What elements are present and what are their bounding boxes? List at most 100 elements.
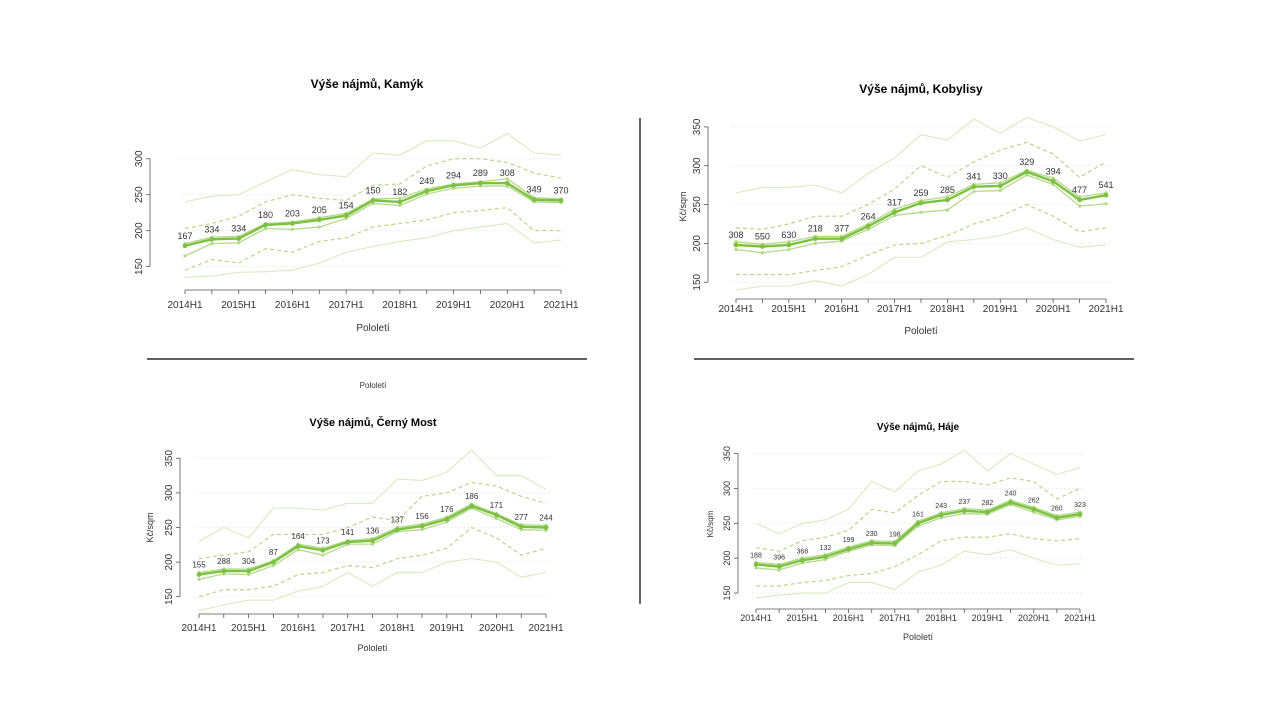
data-label: 237: [958, 499, 970, 506]
point-low: [398, 203, 402, 208]
data-label: 541: [1098, 180, 1113, 190]
point-median: [1077, 197, 1082, 203]
point-median: [295, 543, 301, 549]
x-tick-label: 2020H1: [1018, 613, 1050, 623]
point-median: [1031, 506, 1037, 512]
data-label: 182: [392, 187, 407, 197]
series-q3: [198, 481, 547, 560]
point-median: [892, 541, 898, 546]
y-tick-label: 250: [164, 519, 175, 536]
chart-3: Výše nájmů, Černý Most 150 200 250 300 350 Kč/…: [145, 416, 564, 653]
x-tick-label: 2016H1: [275, 300, 310, 311]
stray-axis-label: Pololetí: [360, 381, 387, 390]
point-median: [961, 508, 967, 514]
point-low: [290, 227, 295, 231]
point-high: [505, 177, 509, 181]
point-median: [1050, 178, 1056, 184]
x-tick-label: 2016H1: [833, 613, 865, 623]
x-tick-label: 2017H1: [879, 613, 911, 623]
chart-title: Výše nájmů, Kamýk: [311, 77, 424, 91]
point-median: [246, 568, 251, 574]
x-tick-label: 2021H1: [543, 300, 578, 311]
data-label: 176: [440, 505, 454, 514]
point-median: [182, 243, 188, 249]
point-low: [866, 227, 870, 232]
point-median: [865, 223, 871, 229]
data-label: 136: [366, 527, 380, 536]
point-high: [787, 240, 791, 244]
y-tick-label: 150: [164, 588, 175, 605]
data-label: 396: [773, 555, 785, 562]
x-tick-label: 2015H1: [231, 623, 266, 634]
series-p10: [184, 222, 562, 278]
point-low: [998, 188, 1002, 193]
data-label: 294: [446, 170, 461, 180]
x-tick-label: 2014H1: [718, 304, 753, 315]
x-tick-label: 2021H1: [1088, 304, 1123, 315]
point-median: [518, 524, 524, 530]
series-q1: [184, 207, 561, 271]
x-tick-label: 2019H1: [436, 300, 471, 311]
y-tick-label: 200: [134, 222, 145, 239]
x-tick-label: 2020H1: [479, 623, 514, 634]
data-label: 334: [204, 224, 219, 234]
data-label: 173: [316, 536, 330, 545]
data-label: 230: [866, 531, 878, 538]
point-low: [183, 254, 187, 258]
data-label: 288: [217, 557, 231, 566]
data-label: 203: [285, 208, 300, 218]
point-low: [246, 572, 251, 577]
point-low: [263, 226, 268, 231]
point-low: [754, 566, 758, 570]
data-label: 317: [887, 197, 902, 207]
point-low: [813, 241, 817, 245]
data-label: 161: [912, 511, 924, 518]
data-label: 368: [796, 548, 808, 555]
point-median: [558, 198, 564, 203]
point-median: [345, 539, 351, 545]
point-median: [221, 568, 227, 574]
point-low: [1077, 204, 1082, 208]
x-axis-label: Pololetí: [357, 643, 388, 653]
x-tick-label: 2015H1: [787, 613, 819, 623]
point-median: [1024, 169, 1030, 175]
x-tick-label: 2017H1: [329, 300, 364, 311]
data-label: 150: [365, 185, 380, 195]
point-high: [945, 195, 950, 199]
x-tick-label: 2019H1: [429, 623, 464, 634]
series-q3: [735, 141, 1107, 231]
y-tick-label: 300: [692, 157, 703, 174]
point-low: [197, 577, 201, 581]
data-label: 137: [391, 516, 405, 525]
point-low: [237, 241, 241, 245]
point-low: [317, 225, 321, 229]
point-low: [1025, 173, 1029, 177]
data-label: 308: [500, 168, 515, 178]
point-median: [733, 242, 739, 248]
data-label: 259: [913, 188, 928, 198]
data-label: 186: [465, 492, 479, 501]
data-label: 167: [177, 231, 192, 241]
point-median: [786, 242, 792, 248]
data-label: 205: [312, 205, 327, 215]
x-tick-label: 2017H1: [877, 304, 912, 315]
point-low: [1051, 182, 1055, 186]
point-median: [892, 209, 897, 215]
data-label: 285: [940, 185, 955, 195]
point-low: [420, 527, 424, 532]
point-median: [419, 523, 425, 529]
x-tick-label: 2016H1: [281, 623, 316, 634]
series-p10: [735, 227, 1107, 291]
point-median: [760, 244, 765, 249]
series-q3: [184, 158, 562, 230]
data-label: 218: [808, 224, 823, 234]
x-tick-label: 2015H1: [221, 300, 256, 311]
data-label: 349: [527, 185, 542, 195]
point-low: [919, 210, 923, 214]
data-label: 155: [192, 561, 206, 570]
x-tick-label: 2014H1: [740, 613, 772, 623]
point-median: [209, 236, 215, 242]
data-label: 334: [231, 224, 246, 234]
y-tick-label: 300: [722, 481, 732, 496]
